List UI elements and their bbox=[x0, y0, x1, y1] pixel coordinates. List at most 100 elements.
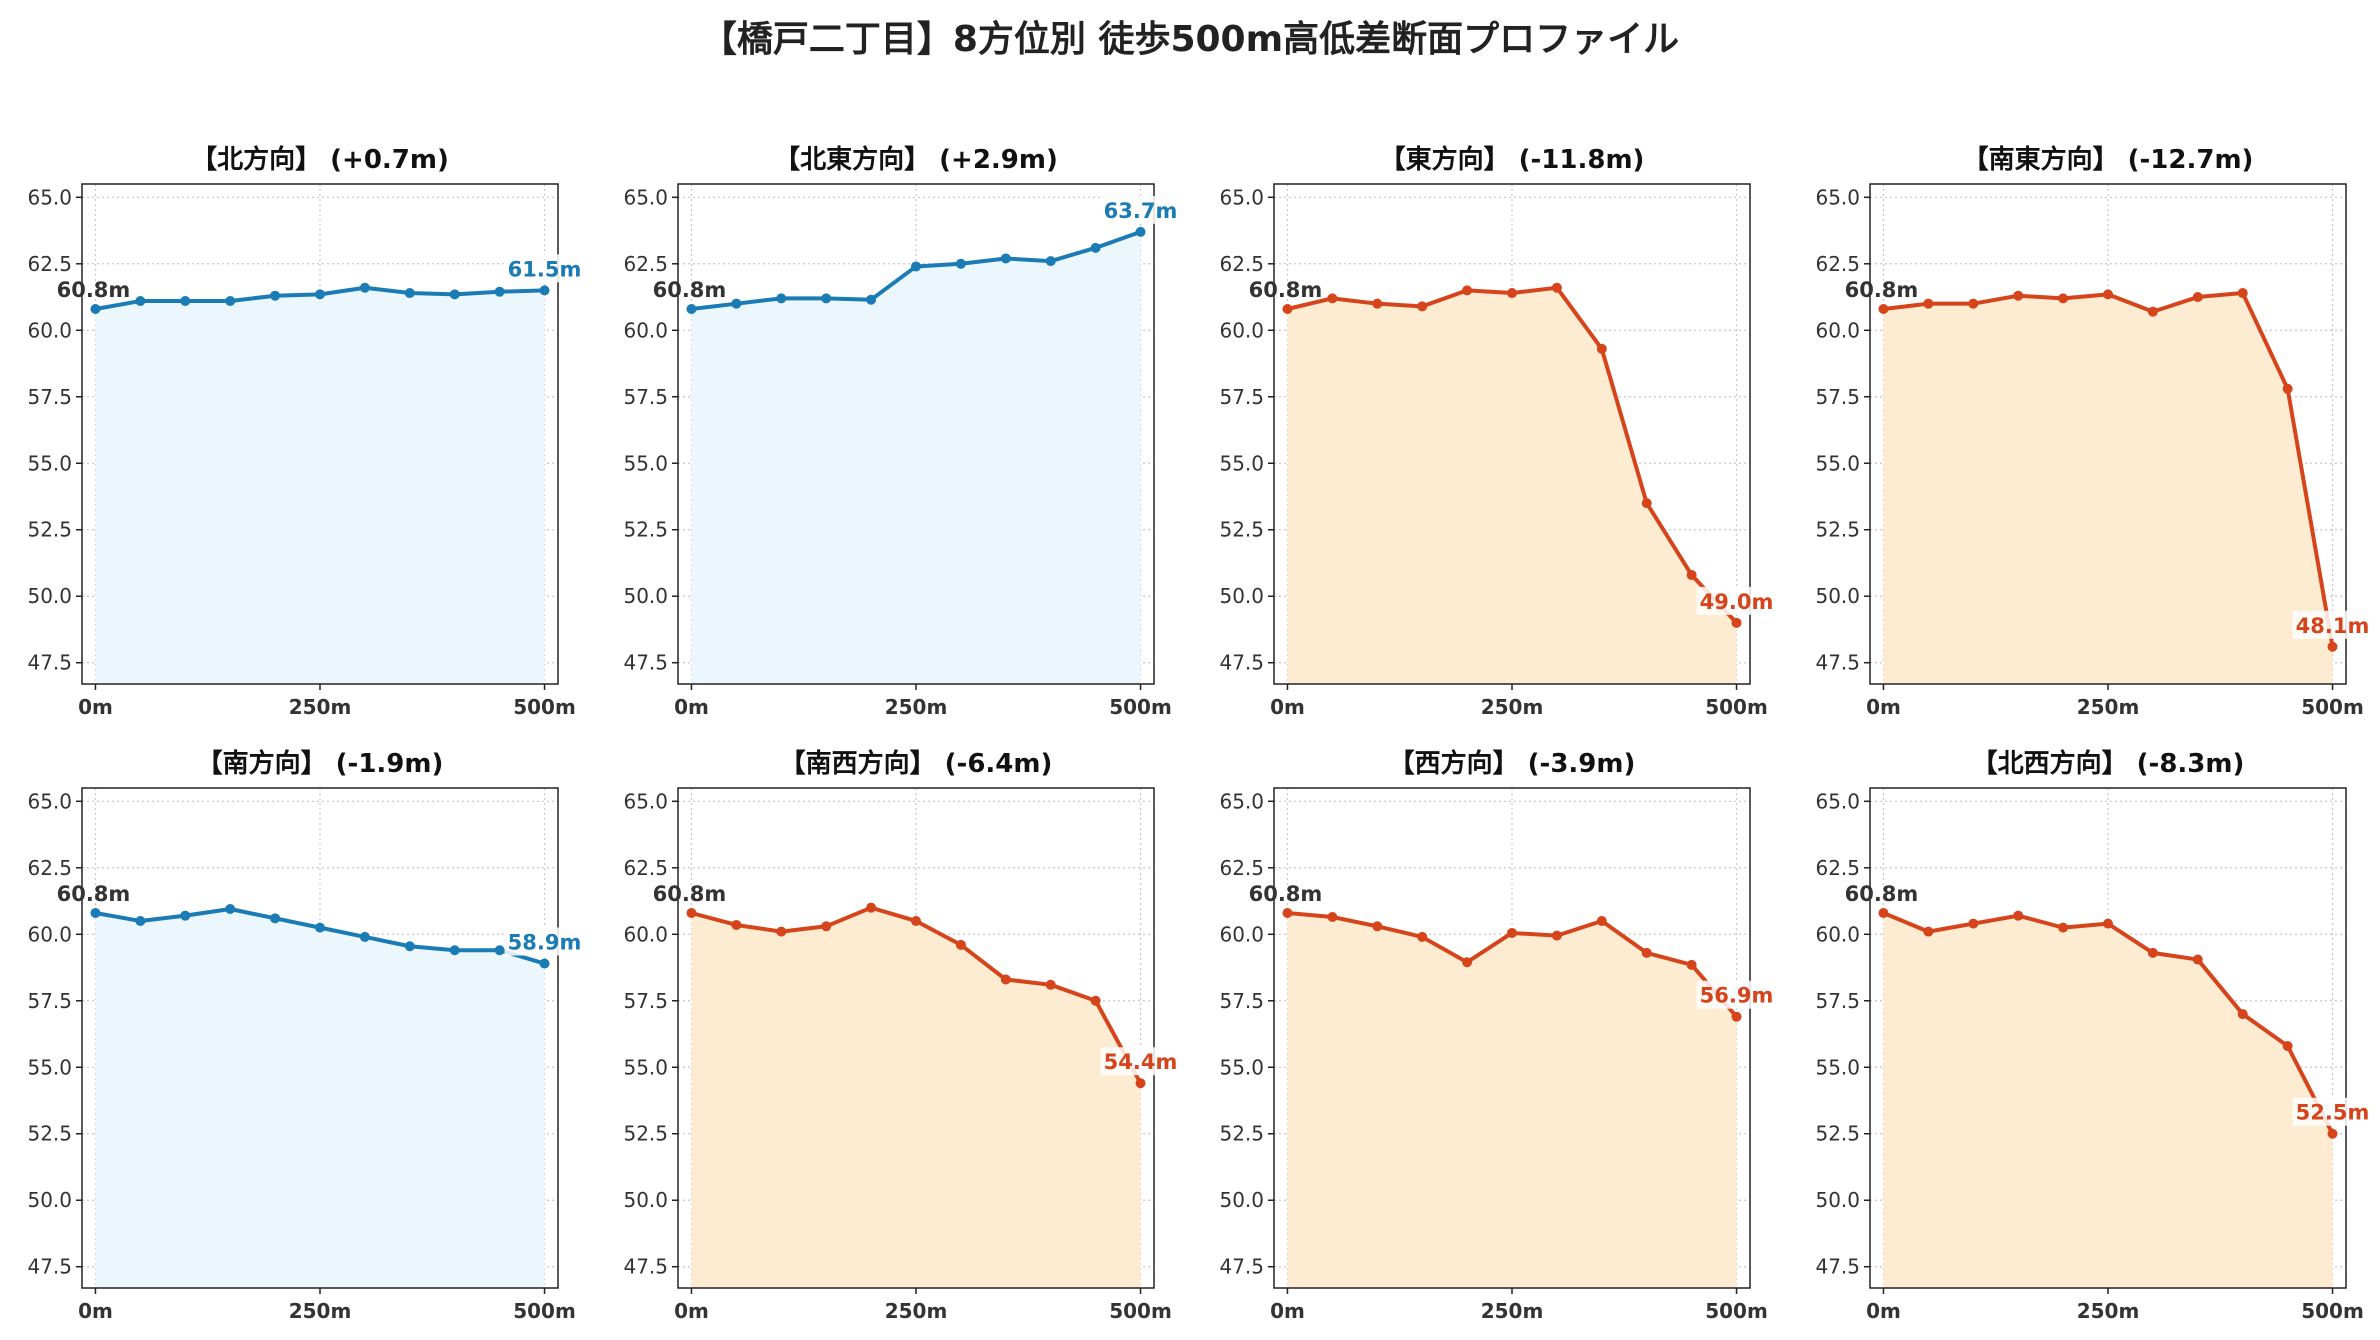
data-point bbox=[1878, 908, 1889, 918]
y-tick-label: 52.5 bbox=[1219, 518, 1264, 542]
y-tick-label: 52.5 bbox=[623, 1122, 668, 1146]
data-point bbox=[2237, 288, 2248, 299]
start-value-label: 60.8m bbox=[1249, 882, 1323, 906]
y-tick-label: 50.0 bbox=[623, 584, 668, 608]
y-tick-label: 50.0 bbox=[1219, 1188, 1264, 1212]
data-point bbox=[1923, 298, 1934, 309]
data-point bbox=[866, 902, 877, 913]
data-point bbox=[1686, 959, 1697, 970]
x-tick-label: 250m bbox=[289, 1299, 352, 1323]
y-tick-label: 65.0 bbox=[1815, 789, 1860, 813]
data-point bbox=[1045, 256, 1056, 267]
y-tick-label: 65.0 bbox=[1815, 185, 1860, 209]
y-tick-label: 50.0 bbox=[1815, 1188, 1860, 1212]
y-tick-label: 60.0 bbox=[1815, 318, 1860, 342]
y-tick-label: 55.0 bbox=[623, 1055, 668, 1079]
end-label-box bbox=[1100, 195, 1181, 224]
y-tick-label: 60.0 bbox=[1815, 922, 1860, 946]
y-tick-label: 47.5 bbox=[1219, 1255, 1264, 1279]
data-point bbox=[2282, 1040, 2293, 1051]
data-point bbox=[1045, 979, 1056, 990]
y-tick-label: 47.5 bbox=[623, 1255, 668, 1279]
y-tick-label: 60.0 bbox=[27, 318, 72, 342]
y-tick-label: 47.5 bbox=[1815, 1255, 1860, 1279]
area-fill bbox=[691, 231, 1141, 684]
data-point bbox=[1417, 931, 1428, 942]
y-tick-label: 62.5 bbox=[623, 856, 668, 880]
data-point bbox=[776, 293, 787, 304]
data-point bbox=[2013, 910, 2024, 921]
end-label-box bbox=[504, 927, 585, 956]
data-point bbox=[494, 945, 505, 956]
x-tick-label: 0m bbox=[1866, 695, 1901, 719]
y-tick-label: 57.5 bbox=[27, 989, 72, 1013]
x-tick-label: 250m bbox=[2077, 695, 2140, 719]
start-value-label: 60.8m bbox=[1845, 882, 1919, 906]
data-point bbox=[821, 921, 832, 932]
y-tick-label: 65.0 bbox=[1219, 185, 1264, 209]
y-tick-label: 62.5 bbox=[1219, 252, 1264, 276]
data-point bbox=[1090, 242, 1101, 253]
data-point bbox=[686, 304, 697, 314]
data-point bbox=[955, 258, 966, 269]
y-tick-label: 57.5 bbox=[623, 385, 668, 409]
subplot-title: 【北方向】 (+0.7m) bbox=[191, 144, 449, 175]
data-point bbox=[1462, 957, 1473, 968]
data-point bbox=[1968, 918, 1979, 929]
start-value-label: 60.8m bbox=[57, 882, 131, 906]
area-fill bbox=[1883, 913, 2333, 1288]
data-point bbox=[2058, 293, 2069, 304]
area-fill bbox=[95, 287, 545, 684]
y-tick-label: 52.5 bbox=[27, 518, 72, 542]
data-point bbox=[1417, 301, 1428, 312]
subplot-3: 【南東方向】 (-12.7m) 47.5 50.0 52.5 55.0 57.5 60.0 6… bbox=[1815, 144, 2373, 719]
start-value-label: 60.8m bbox=[653, 882, 727, 906]
subplot-title: 【北東方向】 (+2.9m) bbox=[774, 144, 1058, 175]
data-point bbox=[1090, 995, 1101, 1006]
start-value-label: 60.8m bbox=[1845, 278, 1919, 302]
y-tick-label: 65.0 bbox=[623, 185, 668, 209]
data-point bbox=[1135, 226, 1146, 237]
y-tick-label: 55.0 bbox=[27, 451, 72, 475]
data-point bbox=[1596, 343, 1607, 354]
y-tick-label: 60.0 bbox=[27, 922, 72, 946]
x-tick-label: 500m bbox=[1109, 695, 1172, 719]
y-tick-label: 55.0 bbox=[27, 1055, 72, 1079]
data-point bbox=[2237, 1009, 2248, 1020]
data-point bbox=[90, 304, 101, 314]
y-tick-label: 57.5 bbox=[623, 989, 668, 1013]
y-tick-label: 50.0 bbox=[27, 1188, 72, 1212]
y-tick-label: 52.5 bbox=[1219, 1122, 1264, 1146]
y-tick-label: 52.5 bbox=[1815, 1122, 1860, 1146]
data-point bbox=[2103, 289, 2113, 300]
data-point bbox=[1878, 304, 1889, 314]
y-tick-label: 47.5 bbox=[1219, 651, 1264, 675]
area-fill bbox=[1287, 913, 1737, 1288]
end-value-label: 58.9m bbox=[508, 931, 582, 955]
data-point bbox=[1282, 908, 1293, 918]
data-point bbox=[1551, 930, 1562, 941]
data-point bbox=[1641, 498, 1652, 509]
subplot-title: 【東方向】 (-11.8m) bbox=[1380, 144, 1645, 175]
data-point bbox=[911, 915, 921, 926]
end-label-box bbox=[504, 254, 585, 283]
data-point bbox=[1641, 947, 1652, 958]
y-tick-label: 50.0 bbox=[27, 584, 72, 608]
data-point bbox=[270, 913, 281, 924]
subplot-title: 【西方向】 (-3.9m) bbox=[1389, 748, 1636, 779]
data-point bbox=[225, 296, 236, 307]
data-point bbox=[449, 945, 460, 956]
data-point bbox=[1968, 298, 1979, 309]
y-tick-label: 47.5 bbox=[27, 1255, 72, 1279]
data-point bbox=[539, 285, 550, 296]
data-point bbox=[1507, 288, 1517, 299]
data-point bbox=[315, 922, 325, 933]
subplot-title: 【南方向】 (-1.9m) bbox=[197, 748, 444, 779]
area-fill bbox=[1883, 293, 2333, 684]
x-tick-label: 250m bbox=[885, 695, 948, 719]
end-label-box bbox=[2292, 610, 2373, 639]
x-tick-label: 250m bbox=[885, 1299, 948, 1323]
data-point bbox=[821, 293, 832, 304]
data-point bbox=[539, 958, 550, 969]
